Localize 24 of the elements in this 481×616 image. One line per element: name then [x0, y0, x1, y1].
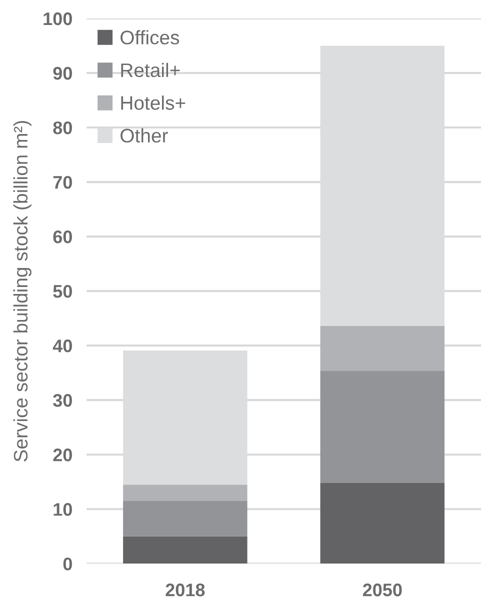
legend-label: Retail+ — [121, 62, 180, 78]
y-tick-label: 60 — [53, 230, 72, 244]
y-tick-label: 70 — [53, 176, 72, 189]
x-tick-label: 2050 — [362, 584, 402, 596]
bar — [123, 536, 248, 564]
bar — [320, 482, 445, 564]
bar — [320, 370, 445, 483]
legend-label: Offices — [120, 30, 180, 44]
y-tick-label: 10 — [54, 503, 72, 516]
y-tick-label: 90 — [53, 66, 72, 80]
y-tick-label: 0 — [63, 558, 72, 570]
y-tick-label: 20 — [53, 448, 72, 462]
y-tick-label: 50 — [53, 284, 72, 298]
bar — [123, 500, 248, 536]
x-tick-label: 2018 — [166, 584, 205, 596]
y-tick-label: 30 — [53, 394, 72, 407]
y-tick-label: 40 — [52, 340, 72, 352]
y-tick-label: 80 — [53, 121, 72, 134]
y-tick-label: 100 — [44, 12, 72, 26]
legend-label: Other — [120, 128, 168, 143]
legend-label: Hotels+ — [121, 96, 186, 110]
y-axis-title: Service sector building stock (billion m²) — [13, 120, 32, 462]
bar — [123, 484, 248, 501]
bar — [320, 326, 445, 371]
